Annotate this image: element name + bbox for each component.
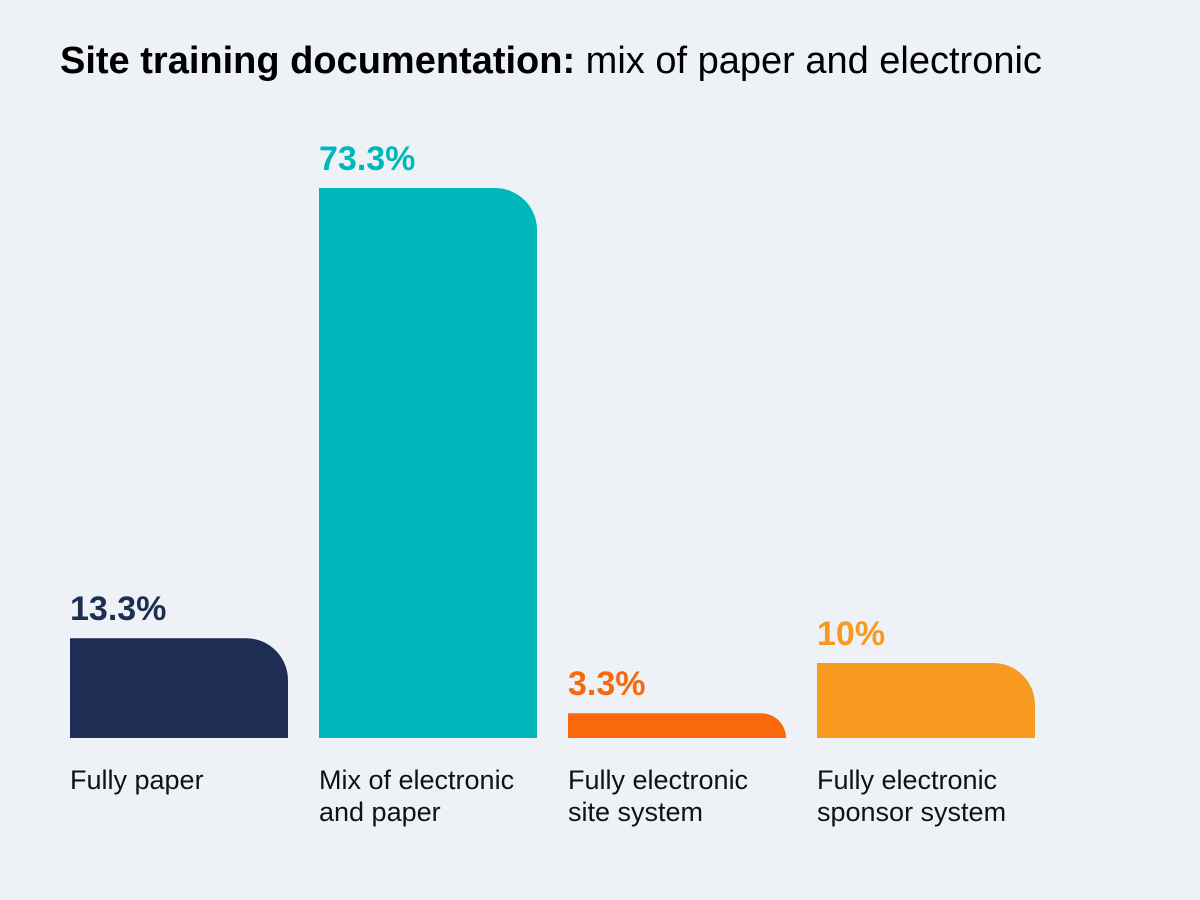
category-label-3-line-1: Fully electronic <box>568 765 748 795</box>
value-label-1: 13.3% <box>70 590 166 628</box>
value-label-2: 73.3% <box>319 140 415 178</box>
category-label-4-line-1: Fully electronic <box>817 765 997 795</box>
bar-4 <box>817 662 1035 738</box>
bar-3 <box>568 713 786 738</box>
chart-title-strong: Site training documentation: <box>60 40 576 82</box>
value-label-3: 3.3% <box>568 665 646 703</box>
category-label-3: Fully electronic site system <box>568 765 748 827</box>
bar-2 <box>319 188 537 738</box>
category-label-2-line-1: Mix of electronic <box>319 765 514 795</box>
category-label-1-line-1: Fully paper <box>70 765 204 795</box>
chart-title-light: mix of paper and electronic <box>575 40 1042 82</box>
bar-1 <box>70 638 288 738</box>
category-label-3-line-2: site system <box>568 797 703 827</box>
category-label-4: Fully electronic sponsor system <box>817 765 1006 827</box>
category-label-1: Fully paper <box>70 765 204 795</box>
category-label-2-line-2: and paper <box>319 797 441 827</box>
category-label-2: Mix of electronic and paper <box>319 765 514 827</box>
value-label-4: 10% <box>817 615 885 653</box>
chart-title: Site training documentation: mix of pape… <box>60 38 1042 84</box>
category-label-4-line-2: sponsor system <box>817 797 1006 827</box>
